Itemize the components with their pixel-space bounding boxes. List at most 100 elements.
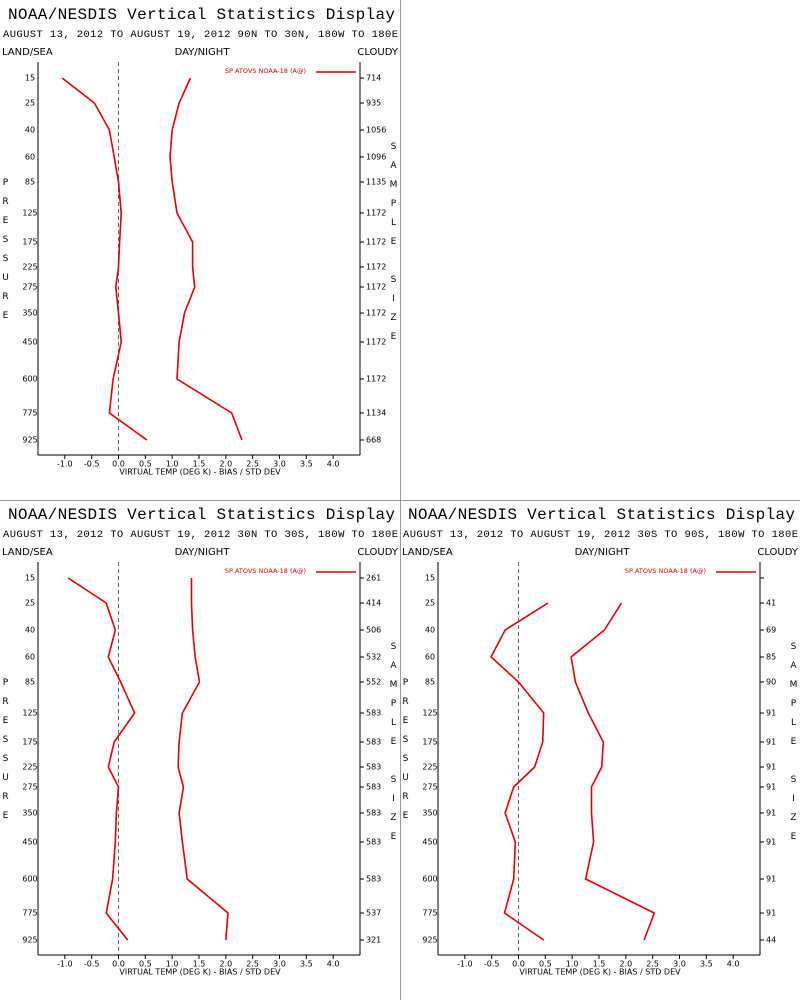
x-tick-label: 0.5 xyxy=(139,460,152,469)
sample-size: 552 xyxy=(366,678,381,687)
legend-label: SP ATOVS NOAA-18 (A@) xyxy=(225,67,306,75)
y-tick-label: 350 xyxy=(22,809,37,818)
panel: NOAA/NESDIS Vertical Statistics Display A… xyxy=(1,6,399,476)
sample-size: 1172 xyxy=(366,283,386,292)
sample-size: 583 xyxy=(366,838,381,847)
y-tick-label: 225 xyxy=(22,763,37,772)
y-tick-label: 175 xyxy=(22,238,37,247)
y-tick-label: 225 xyxy=(22,263,37,272)
sample-size: 583 xyxy=(366,709,381,718)
x-tick-label: 4.0 xyxy=(327,960,340,969)
filter-label: DAY/NIGHT xyxy=(575,547,631,558)
subtitle: AUGUST 13, 2012 TO AUGUST 19, 2012 30N T… xyxy=(3,529,398,541)
x-tick-label: 1.5 xyxy=(593,960,606,969)
y-tick-label: 925 xyxy=(22,436,37,445)
legend-label: SP ATOVS NOAA-18 (A@) xyxy=(225,567,306,575)
sample-size: 1172 xyxy=(366,209,386,218)
sample-size: 91 xyxy=(766,738,776,747)
sample-size: 583 xyxy=(366,738,381,747)
legend-label: SP ATOVS NOAA-18 (A@) xyxy=(625,567,706,575)
sample-size: 1172 xyxy=(366,263,386,272)
x-tick-label: -1.0 xyxy=(457,960,473,969)
sample-size: 935 xyxy=(366,99,381,108)
y-axis-label: PRESSURE xyxy=(401,678,411,830)
x-tick-label: 4.0 xyxy=(327,460,340,469)
sample-size: 668 xyxy=(366,436,381,445)
y-tick-label: 450 xyxy=(22,338,37,347)
sample-size: 714 xyxy=(366,74,381,83)
sample-size: 91 xyxy=(766,709,776,718)
sample-size: 1096 xyxy=(366,153,386,162)
sample-size: 91 xyxy=(766,909,776,918)
sample-size: 1134 xyxy=(366,409,386,418)
panel: NOAA/NESDIS Vertical Statistics Display A… xyxy=(1,506,399,976)
y-axis-label: PRESSURE xyxy=(1,178,11,330)
filter-label: CLOUDY xyxy=(357,47,399,58)
filter-label: LAND/SEA xyxy=(402,547,453,558)
y-tick-label: 175 xyxy=(422,738,437,747)
y-tick-label: 125 xyxy=(22,709,37,718)
y-tick-label: 25 xyxy=(425,599,435,608)
sample-size: 583 xyxy=(366,875,381,884)
y-tick-label: 275 xyxy=(22,283,37,292)
filter-label: LAND/SEA xyxy=(2,547,53,558)
title: NOAA/NESDIS Vertical Statistics Display xyxy=(408,506,795,524)
y-tick-label: 775 xyxy=(22,909,37,918)
x-axis-label: VIRTUAL TEMP (DEG K) - BIAS / STD DEV xyxy=(119,468,281,477)
sample-size: 90 xyxy=(766,678,776,687)
y-tick-label: 775 xyxy=(22,409,37,418)
series-line xyxy=(490,602,549,941)
sample-size: 583 xyxy=(366,809,381,818)
sample-size: 91 xyxy=(766,838,776,847)
x-tick-label: 2.5 xyxy=(246,460,259,469)
subtitle: AUGUST 13, 2012 TO AUGUST 19, 2012 30S T… xyxy=(403,529,798,541)
y-tick-label: 225 xyxy=(422,763,437,772)
sample-size: 41 xyxy=(766,599,776,608)
y-tick-label: 60 xyxy=(25,153,35,162)
sample-size: 321 xyxy=(366,936,381,945)
sample-size: 583 xyxy=(366,763,381,772)
sample-size: 85 xyxy=(766,653,776,662)
x-tick-label: 2.0 xyxy=(219,460,232,469)
y-tick-label: 925 xyxy=(22,936,37,945)
series-line xyxy=(570,602,656,941)
sample-size: 69 xyxy=(766,626,776,635)
y-tick-label: 275 xyxy=(22,783,37,792)
y-tick-label: 175 xyxy=(22,738,37,747)
y-tick-label: 15 xyxy=(25,74,35,83)
y-tick-label: 775 xyxy=(422,909,437,918)
y2-axis-label: SAMPLE SIZE xyxy=(789,642,799,851)
y-tick-label: 350 xyxy=(22,309,37,318)
sample-size: 44 xyxy=(766,936,776,945)
y-tick-label: 40 xyxy=(25,626,35,635)
y-tick-label: 40 xyxy=(425,626,435,635)
y-tick-label: 15 xyxy=(25,574,35,583)
x-tick-label: 1.5 xyxy=(193,960,206,969)
sample-size: 414 xyxy=(366,599,381,608)
x-tick-label: 1.0 xyxy=(166,460,179,469)
x-tick-label: 3.0 xyxy=(273,460,286,469)
sample-size: 1056 xyxy=(366,126,386,135)
series-line xyxy=(177,578,229,941)
y-tick-label: 600 xyxy=(22,375,37,384)
sample-size: 1172 xyxy=(366,375,386,384)
y-tick-label: 600 xyxy=(422,875,437,884)
sample-size: 1172 xyxy=(366,238,386,247)
x-tick-label: 2.0 xyxy=(619,960,632,969)
y-tick-label: 450 xyxy=(22,838,37,847)
y-tick-label: 925 xyxy=(422,936,437,945)
filter-label: CLOUDY xyxy=(357,547,399,558)
y-tick-label: 60 xyxy=(25,653,35,662)
sample-size: 583 xyxy=(366,783,381,792)
y-tick-label: 60 xyxy=(425,653,435,662)
y2-axis-label: SAMPLE SIZE xyxy=(389,142,399,351)
sample-size: 1135 xyxy=(366,178,386,187)
x-axis-label: VIRTUAL TEMP (DEG K) - BIAS / STD DEV xyxy=(519,968,681,977)
sample-size: 91 xyxy=(766,875,776,884)
x-tick-label: 1.0 xyxy=(566,960,579,969)
y-axis-label: PRESSURE xyxy=(1,678,11,830)
filter-label: DAY/NIGHT xyxy=(175,547,231,558)
y-tick-label: 350 xyxy=(422,809,437,818)
x-tick-label: 2.5 xyxy=(246,960,259,969)
